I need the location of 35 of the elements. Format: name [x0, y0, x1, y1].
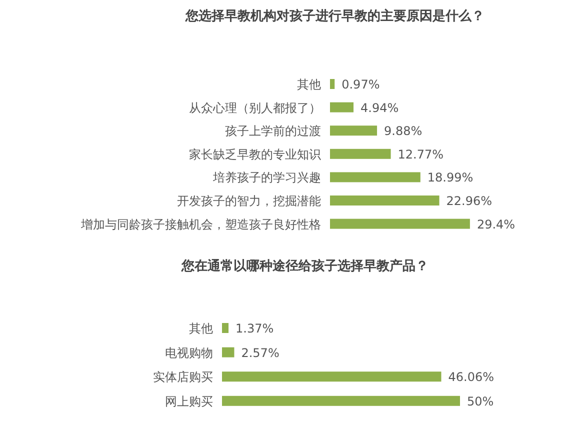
data-label: 29.4% — [476, 217, 516, 232]
y-tick-label: 网上购买 — [165, 394, 213, 408]
y-tick-label: 开发孩子的智力，挖掘潜能 — [177, 194, 321, 208]
bar — [330, 218, 470, 229]
data-label: 18.99% — [427, 170, 474, 185]
data-label: 22.96% — [446, 194, 492, 208]
data-label: 46.06% — [448, 370, 494, 384]
y-tick-label: 孩子上学前的过渡 — [225, 124, 321, 138]
data-label: 2.57% — [241, 346, 280, 360]
bar — [330, 126, 378, 136]
bar — [222, 323, 229, 333]
bar — [330, 79, 335, 89]
chart-title: 您选择早教机构对孩子进行早教的主要原因是什么？ — [184, 8, 484, 24]
data-label: 12.77% — [398, 147, 444, 162]
y-tick-label: 从众心理（别人都报了） — [189, 100, 321, 115]
y-tick-label: 培养孩子的学习兴趣 — [212, 170, 321, 185]
data-label: 50% — [467, 394, 494, 408]
bar — [330, 172, 420, 182]
data-label: 9.88% — [384, 124, 422, 138]
y-tick-label: 家长缺乏早教的专业知识 — [189, 147, 321, 162]
bar — [330, 196, 440, 206]
data-label: 4.94% — [360, 100, 399, 115]
y-tick-label: 其他 — [297, 78, 321, 92]
bar — [222, 372, 442, 382]
y-tick-label: 电视购物 — [165, 346, 213, 360]
bar — [222, 347, 234, 358]
bar — [222, 396, 460, 406]
data-label: 0.97% — [342, 78, 380, 92]
y-tick-label: 其他 — [189, 322, 213, 336]
bar — [330, 148, 391, 159]
y-tick-label: 实体店购买 — [153, 370, 213, 384]
chart-title: 您在通常以哪种途径给孩子选择早教产品？ — [180, 258, 428, 274]
bar — [330, 102, 354, 112]
data-label: 1.37% — [236, 322, 274, 336]
y-tick-label: 增加与同龄孩子接触机会，塑造孩子良好性格 — [80, 217, 321, 232]
